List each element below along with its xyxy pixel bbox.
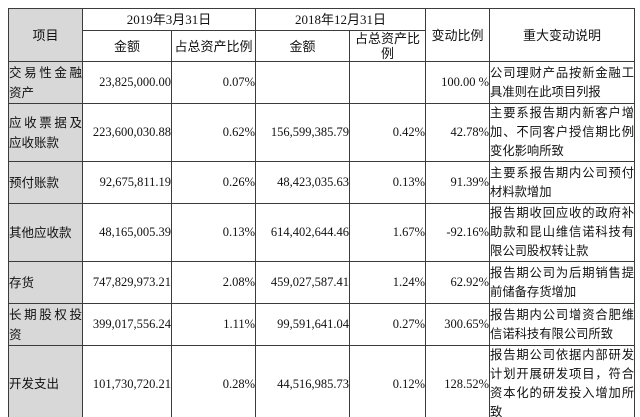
- table-row: 预付账款 92,675,811.19 0.26% 48,423,035.63 0…: [8, 161, 636, 204]
- table-row: 应收票据及应收账款 223,600,030.88 0.62% 156,599,3…: [8, 103, 636, 162]
- row-item-label: 开发支出: [8, 345, 83, 417]
- row-item-label: 交易性金融资产: [8, 61, 83, 104]
- change-note: 报告期公司为后期销售提前储备存货增加: [489, 261, 636, 304]
- amount-2018: 48,423,035.63: [255, 161, 351, 204]
- amount-2018: 614,402,644.46: [255, 203, 351, 262]
- amount-2018: 44,516,985.73: [255, 345, 351, 417]
- change-ratio: 300.65%: [425, 303, 491, 346]
- amount-2019: 92,675,811.19: [82, 161, 172, 204]
- header-pct-2019: 占总资产比例: [170, 30, 257, 62]
- amount-2019: 223,600,030.88: [82, 103, 172, 162]
- amount-2019: 747,829,973.21: [82, 261, 172, 304]
- change-ratio: 100.00 %: [425, 61, 491, 104]
- amount-2019: 101,730,720.21: [82, 345, 172, 417]
- pct-2019: 0.62%: [170, 103, 257, 162]
- pct-2019: 0.13%: [170, 203, 257, 262]
- header-amount-2019: 金额: [82, 30, 172, 62]
- row-item-label: 其他应收款: [8, 203, 83, 262]
- table-row: 其他应收款 48,165,005.39 0.13% 614,402,644.46…: [8, 203, 636, 262]
- table-row: 存货 747,829,973.21 2.08% 459,027,587.41 1…: [8, 261, 636, 304]
- row-item-label: 存货: [8, 261, 83, 304]
- header-note: 重大变动说明: [489, 8, 636, 62]
- table-row: 交易性金融资产 23,825,000.00 0.07% 100.00 % 公司理…: [8, 61, 636, 104]
- pct-2019: 0.28%: [170, 345, 257, 417]
- change-ratio: 91.39%: [425, 161, 491, 204]
- amount-2019: 23,825,000.00: [82, 61, 172, 104]
- pct-2018: 1.24%: [349, 261, 427, 304]
- pct-2018: 1.67%: [349, 203, 427, 262]
- header-change-ratio: 变动比例: [425, 8, 491, 62]
- pct-2018: [349, 61, 427, 104]
- row-item-label: 应收票据及应收账款: [8, 103, 83, 162]
- amount-2018: 459,027,587.41: [255, 261, 351, 304]
- row-item-label: 长期股权投资: [8, 303, 83, 346]
- change-note: 报告期内公司增资合肥维信诺科技有限公司所致: [489, 303, 636, 346]
- row-item-label: 预付账款: [8, 161, 83, 204]
- amount-2019: 48,165,005.39: [82, 203, 172, 262]
- asset-changes-table: 项目 2019年3月31日 2018年12月31日 变动比例 重大变动说明 金额…: [8, 8, 636, 417]
- change-ratio: 62.92%: [425, 261, 491, 304]
- pct-2019: 2.08%: [170, 261, 257, 304]
- pct-2018: 0.13%: [349, 161, 427, 204]
- pct-2019: 0.07%: [170, 61, 257, 104]
- change-note: 公司理财产品按新金融工具准则在此项目列报: [489, 61, 636, 104]
- pct-2018: 0.27%: [349, 303, 427, 346]
- pct-2018: 0.42%: [349, 103, 427, 162]
- amount-2019: 399,017,556.24: [82, 303, 172, 346]
- amount-2018: 156,599,385.79: [255, 103, 351, 162]
- amount-2018: 99,591,641.04: [255, 303, 351, 346]
- pct-2019: 1.11%: [170, 303, 257, 346]
- change-note: 主要系报告期内公司预付材料款增加: [489, 161, 636, 204]
- header-pct-2018: 占总资产比例: [349, 30, 427, 62]
- change-note: 报告期公司依据内部研发计划开展研发项目，符合资本化的研发投入增加所致: [489, 345, 636, 417]
- header-item: 项目: [8, 8, 83, 62]
- header-amount-2018: 金额: [255, 30, 351, 62]
- header-period-2019: 2019年3月31日: [81, 8, 257, 31]
- change-ratio: 128.52%: [425, 345, 491, 417]
- change-note: 主要系报告期内新客户增加、不同客户授信期比例变化影响所致: [489, 103, 636, 162]
- change-ratio: 42.78%: [425, 103, 491, 162]
- pct-2019: 0.26%: [170, 161, 257, 204]
- pct-2018: 0.12%: [349, 345, 427, 417]
- table-row: 长期股权投资 399,017,556.24 1.11% 99,591,641.0…: [8, 303, 636, 346]
- amount-2018: [255, 61, 351, 104]
- change-ratio: -92.16%: [425, 203, 491, 262]
- change-note: 报告期收回应收的政府补助款和昆山维信诺科技有限公司股权转让款: [489, 203, 636, 262]
- table-row: 开发支出 101,730,720.21 0.28% 44,516,985.73 …: [8, 345, 636, 417]
- header-period-2018: 2018年12月31日: [255, 8, 427, 31]
